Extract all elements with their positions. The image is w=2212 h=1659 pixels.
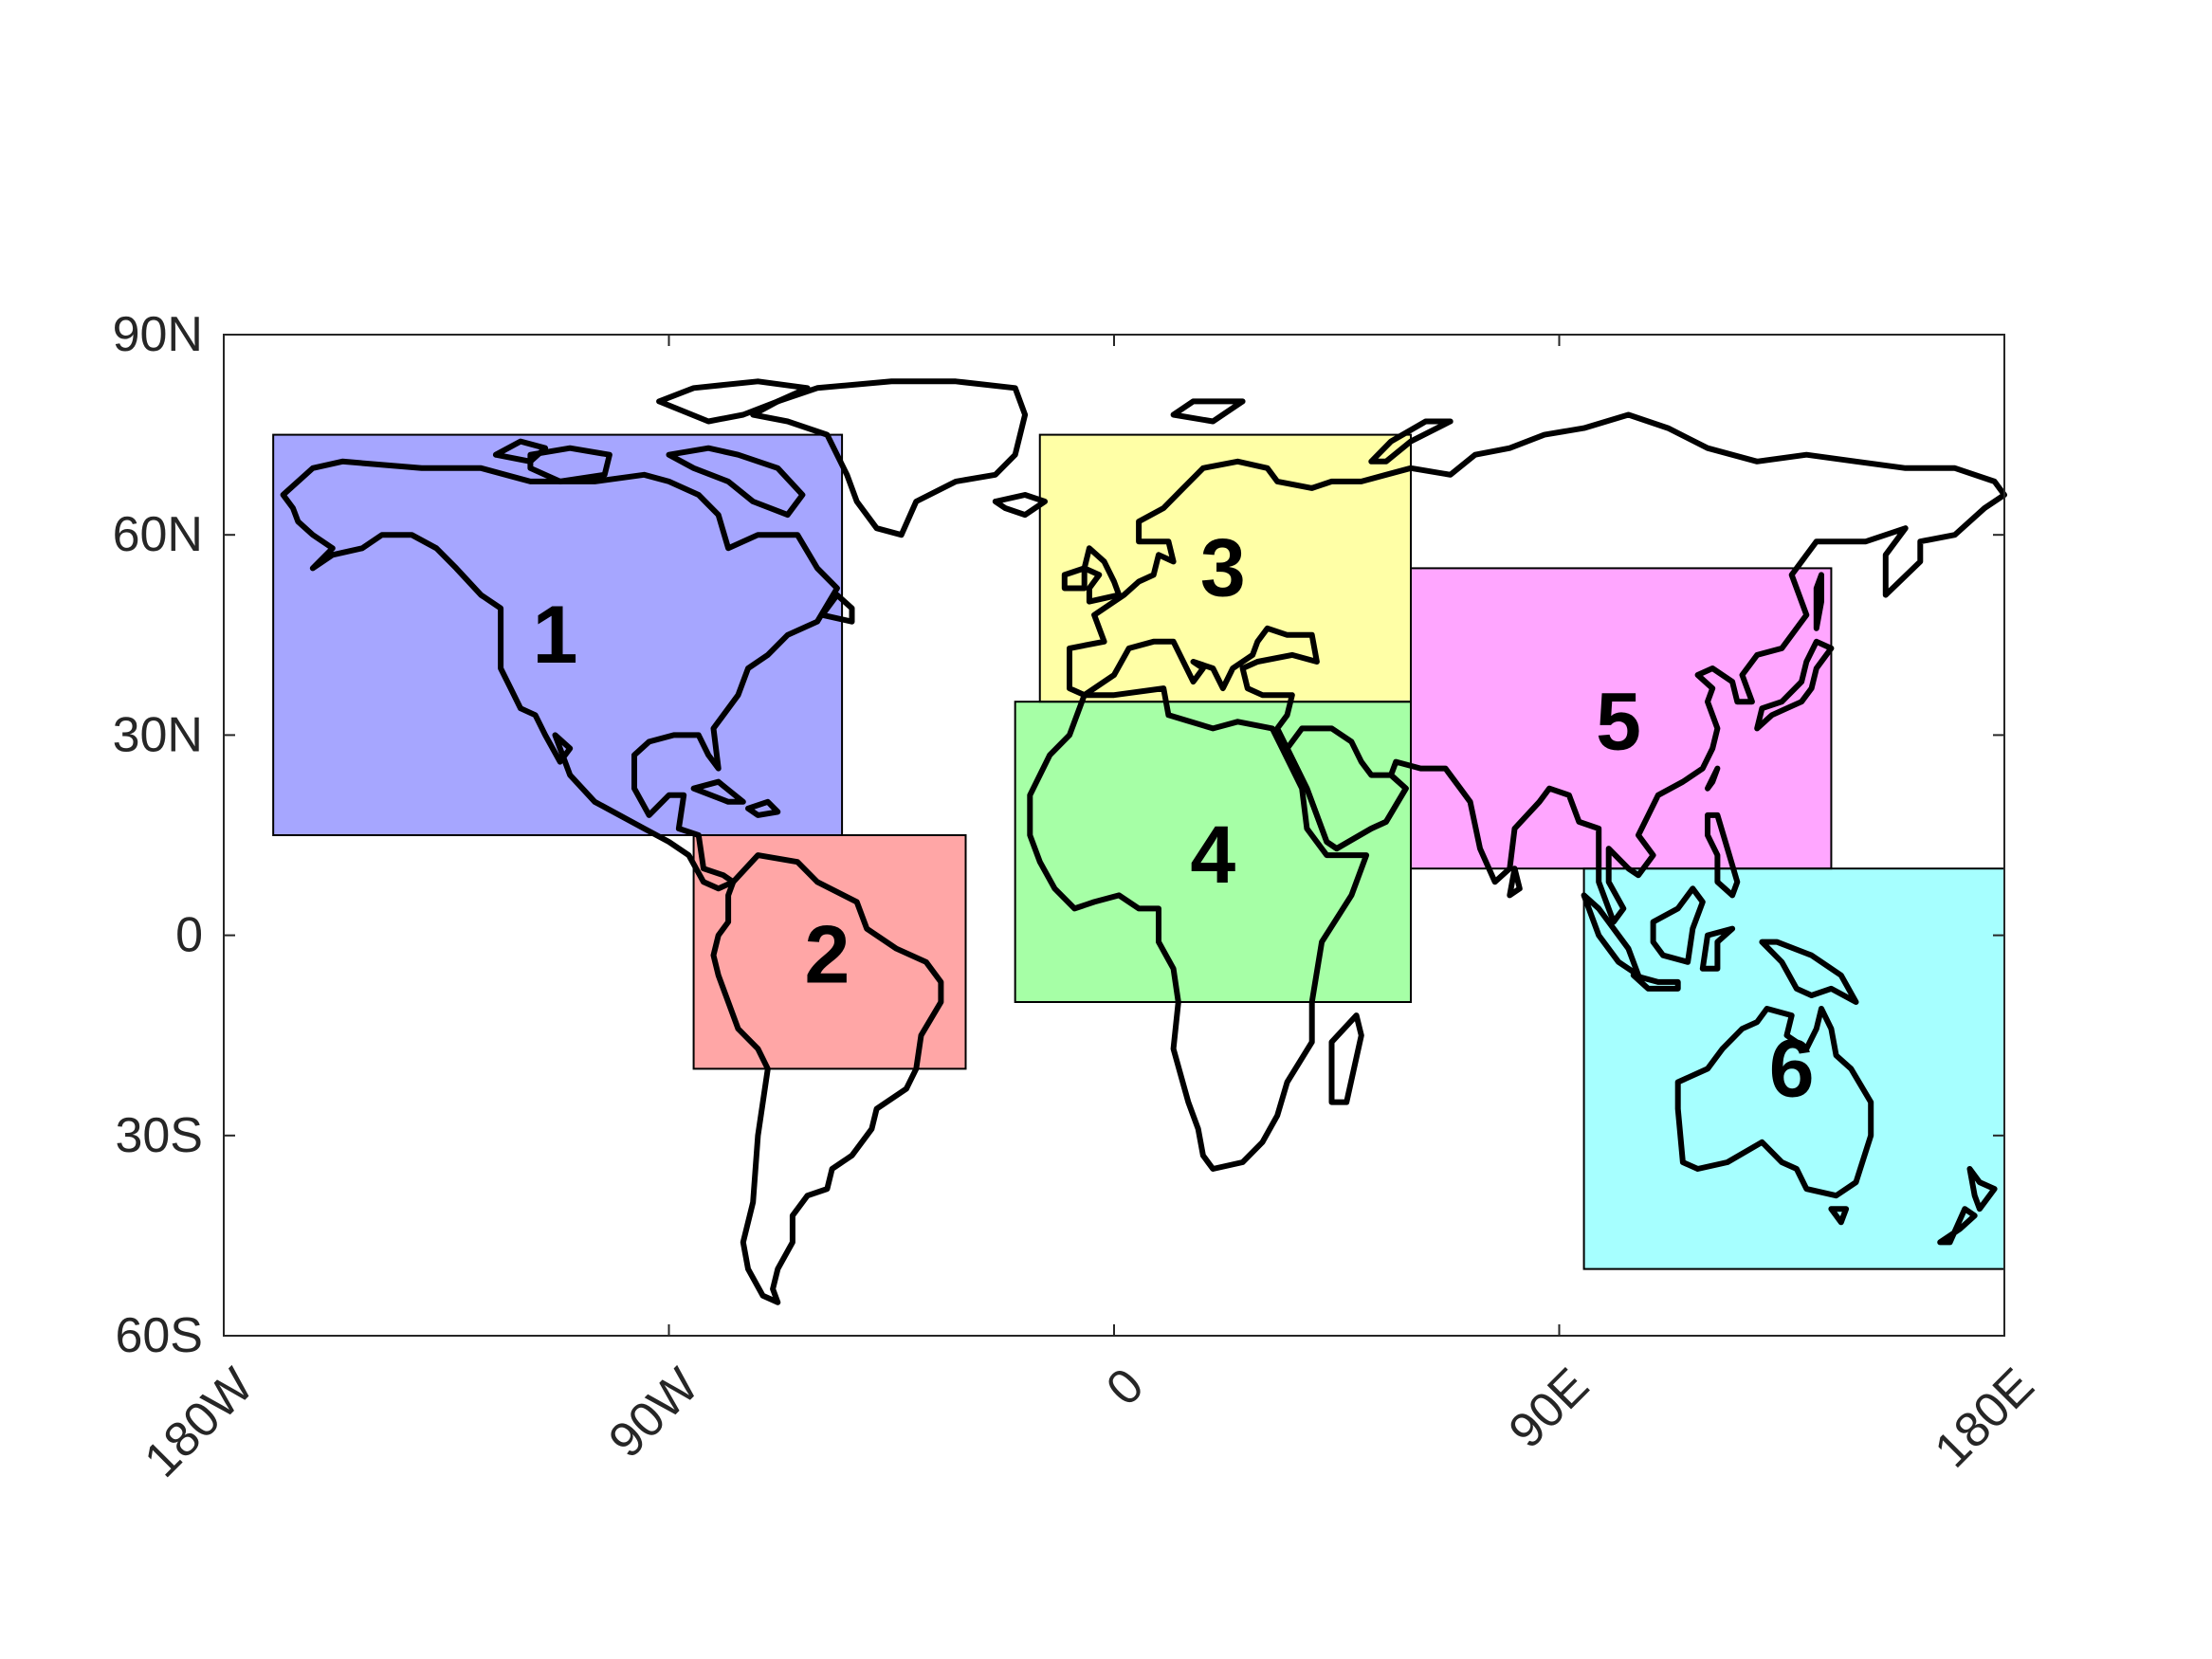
coastline-madagascar xyxy=(1328,1012,1364,1105)
coastline-greenland xyxy=(750,378,1029,538)
coastline-borneo xyxy=(1650,885,1706,965)
coastline-ireland xyxy=(1061,565,1088,592)
coastline-philippines xyxy=(1705,811,1741,899)
region-1-box xyxy=(273,434,843,835)
coastlines-layer xyxy=(280,378,2007,1305)
y-tick-label: 30S xyxy=(115,1108,203,1163)
x-tick-label: 180E xyxy=(1925,1358,2045,1478)
coastline-hispaniola xyxy=(745,798,781,818)
coastline-iceland xyxy=(992,492,1048,519)
y-tick-label: 30N xyxy=(113,707,203,762)
region-4-box xyxy=(1015,702,1411,1002)
coastline-banks-island xyxy=(492,438,549,465)
y-tick-label: 60N xyxy=(113,507,203,562)
coastline-svalbard xyxy=(1170,398,1246,425)
coastline-south-america xyxy=(710,852,944,1305)
coastline-baffin-island xyxy=(666,445,806,519)
region-1-outline xyxy=(272,433,844,836)
x-tick-label: 90E xyxy=(1499,1358,1600,1458)
x-tick-label: 90W xyxy=(598,1358,709,1468)
coastline-novaya-zemlya xyxy=(1368,418,1453,465)
coastline-tasmania xyxy=(1828,1206,1850,1226)
y-tick-label: 60S xyxy=(115,1308,203,1363)
coastline-great-britain xyxy=(1081,545,1123,605)
region-1-label: 1 xyxy=(533,590,578,681)
coastline-ellesmere-island xyxy=(656,378,811,425)
region-labels-layer: 1 2 3 4 5 6 xyxy=(533,522,1815,1114)
coastline-africa xyxy=(1027,685,1370,1172)
x-tick-label: 180W xyxy=(134,1358,264,1487)
coastline-taiwan xyxy=(1705,765,1721,792)
coastline-cuba xyxy=(690,778,746,805)
region-6-label: 6 xyxy=(1769,1023,1815,1114)
region-2-outline xyxy=(692,834,967,1070)
coastline-java xyxy=(1630,972,1681,992)
coastline-new-zealand-south xyxy=(1937,1206,1978,1246)
regions-layer xyxy=(273,434,2004,1269)
coastline-sulawesi xyxy=(1699,925,1736,972)
region-2-label: 2 xyxy=(805,910,850,1001)
coastline-australia xyxy=(1674,1006,1874,1199)
coastline-sri-lanka xyxy=(1507,866,1523,899)
coastline-sakhalin xyxy=(1813,572,1824,631)
x-tick-label: 0 xyxy=(1096,1358,1154,1415)
coastline-eurasia xyxy=(1067,411,2007,925)
coastline-new-guinea xyxy=(1759,939,1859,1005)
region-5-label: 5 xyxy=(1596,676,1641,767)
coastline-victoria-island xyxy=(527,445,612,484)
coastline-new-zealand-north xyxy=(1966,1166,1998,1212)
region-4-label: 4 xyxy=(1190,810,1235,901)
region-3-label: 3 xyxy=(1200,522,1246,613)
y-tick-label: 90N xyxy=(113,307,203,362)
coastline-arabian-peninsula xyxy=(1284,725,1409,852)
y-tick-label: 0 xyxy=(175,908,203,963)
